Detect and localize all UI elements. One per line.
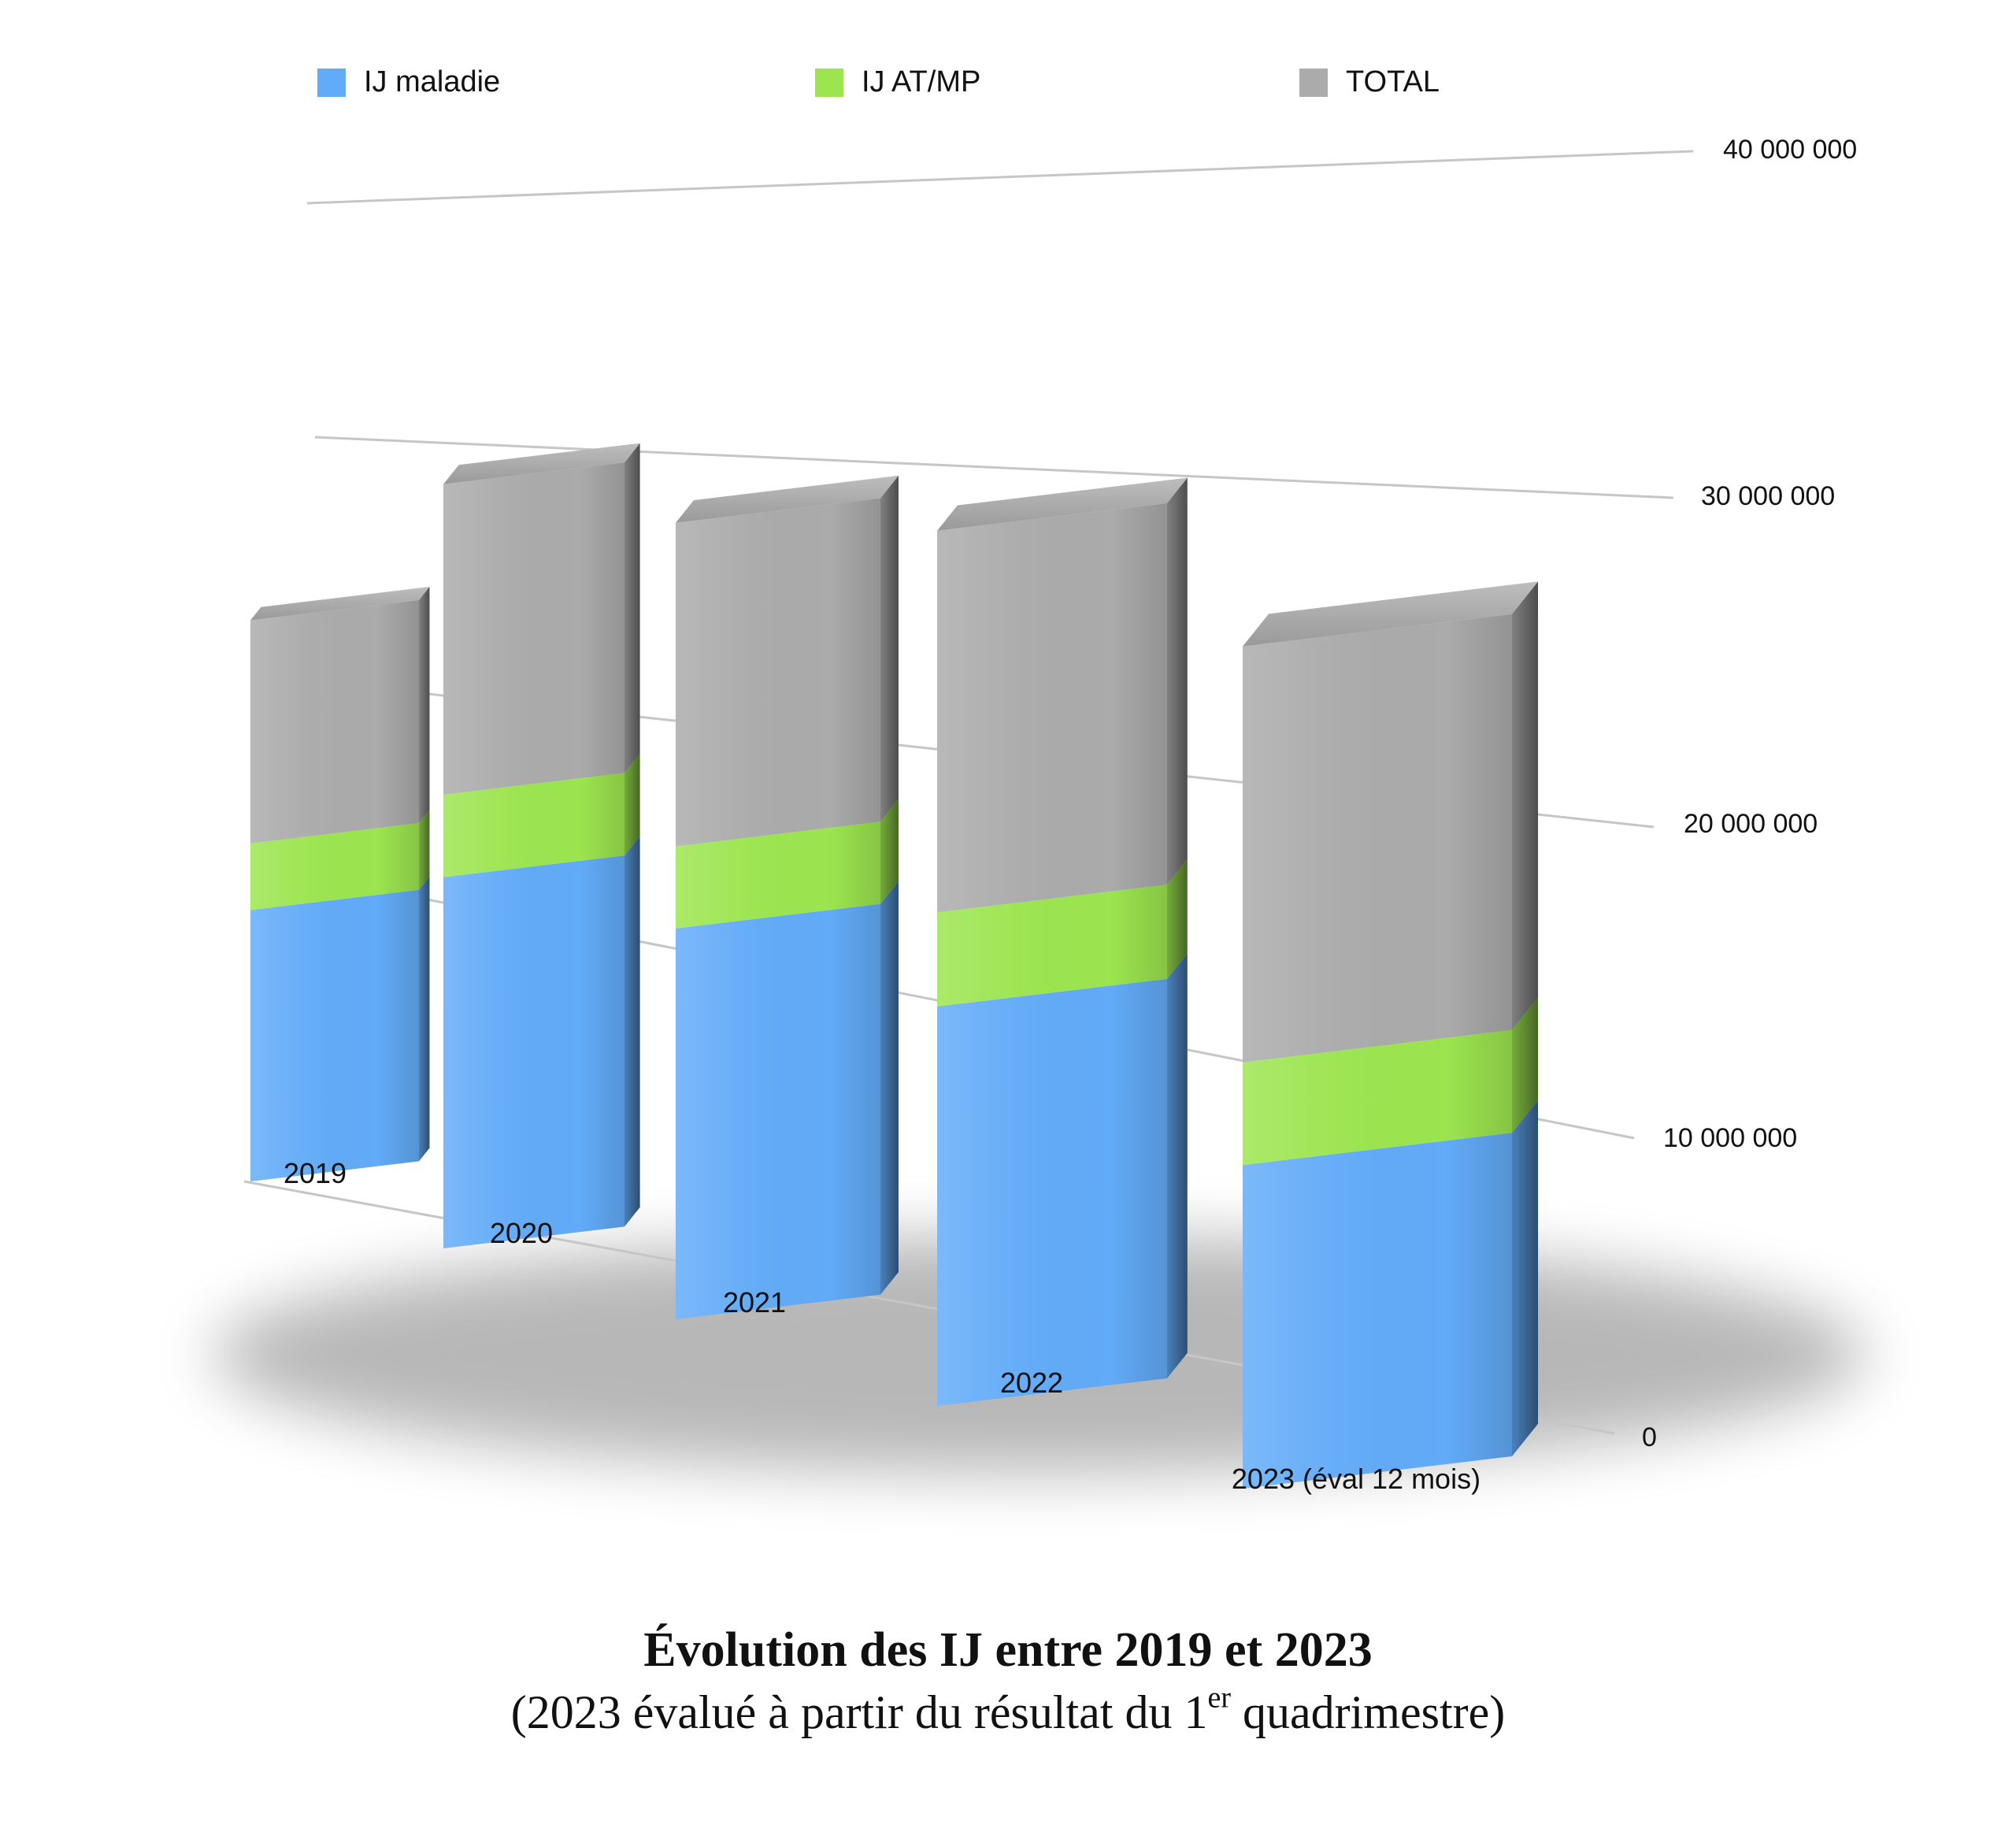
bar-segment-shade (937, 978, 1167, 1406)
bar-segment-shade (676, 903, 880, 1319)
legend-label: TOTAL (1346, 65, 1440, 98)
y-tick-label: 30 000 000 (1701, 481, 1835, 511)
bar-top-cap-highlight (1243, 581, 1539, 647)
bar-side-shade (880, 799, 899, 904)
legend-swatch (1299, 69, 1328, 97)
bar-top-cap-highlight (443, 443, 640, 484)
bar-side-shade (1167, 953, 1188, 1378)
chart-title: Évolution des IJ entre 2019 et 2023 (643, 1623, 1373, 1677)
legend-swatch (317, 69, 346, 97)
labels: 0 10 000 000 20 000 000 30 000 000 40 000 00… (284, 135, 1857, 1495)
bar-side-shade (1167, 477, 1188, 885)
bar-side-shade (1512, 581, 1539, 1030)
bar-side-shade (624, 836, 640, 1227)
bar-side-shade (419, 876, 430, 1162)
bar-top-cap-highlight (250, 587, 430, 621)
y-tick-label: 0 (1642, 1422, 1657, 1452)
bar-segment-shade (250, 889, 419, 1181)
bar-segment-shade (443, 773, 624, 877)
bar-stack (250, 587, 430, 1181)
y-tick-label: 10 000 000 (1663, 1123, 1797, 1153)
bar-segment-shade (443, 855, 624, 1248)
x-category-label: 2021 (723, 1286, 786, 1318)
legend-label: IJ maladie (364, 65, 500, 98)
chart-subtitle: (2023 évalué à partir du résultat du 1er… (0, 1682, 2016, 1743)
bar-stack (1243, 581, 1539, 1489)
bar-side-shade (880, 881, 899, 1295)
bar-stack (443, 443, 640, 1248)
bar-side-shade (624, 443, 640, 773)
bar-segment-shade (676, 821, 880, 929)
gridline (314, 436, 1674, 499)
bar-stack (937, 477, 1188, 1406)
bar-top-cap-highlight (937, 477, 1188, 531)
bar-side-shade (419, 810, 430, 890)
x-category-label: 2022 (1000, 1367, 1063, 1399)
bar-segment-shade (1243, 1133, 1512, 1489)
x-category-label: 2019 (284, 1157, 346, 1189)
chart-caption: Évolution des IJ entre 2019 et 2023 (202… (0, 1619, 2016, 1743)
legend: IJ maladie IJ AT/MP TOTAL (317, 65, 1440, 98)
x-category-label: 2020 (490, 1217, 553, 1249)
bar-side-shade (1167, 859, 1188, 979)
y-tick-label: 20 000 000 (1684, 809, 1818, 839)
bar-segment-shade (937, 503, 1167, 913)
bar-segment-shade (1243, 614, 1512, 1062)
bar-side-shade (419, 587, 430, 824)
subtitle-text-end: quadrimestre) (1231, 1686, 1506, 1738)
legend-label: IJ AT/MP (862, 65, 980, 98)
subtitle-text: (2023 évalué à partir du résultat du 1 (510, 1686, 1208, 1738)
bar-segment-shade (937, 884, 1167, 1007)
bars (250, 443, 1539, 1489)
bar-side-shade (1512, 997, 1539, 1133)
bar-segment-shade (443, 462, 624, 795)
x-category-label: 2023 (éval 12 mois) (1232, 1463, 1480, 1495)
bar-segment-shade (676, 498, 880, 847)
legend-swatch (815, 69, 843, 97)
bar-side-shade (624, 753, 640, 856)
bar-side-shade (1512, 1100, 1539, 1456)
bar-side-shade (880, 475, 899, 822)
bar-stack (676, 475, 899, 1319)
bar-segment-shade (250, 599, 419, 844)
bar-segment-shade (1243, 1029, 1512, 1166)
bar-segment-shade (250, 823, 419, 910)
bar-top-cap-highlight (676, 475, 899, 523)
subtitle-superscript: er (1207, 1681, 1232, 1715)
gridline (306, 150, 1694, 205)
y-tick-label: 40 000 000 (1723, 135, 1857, 165)
